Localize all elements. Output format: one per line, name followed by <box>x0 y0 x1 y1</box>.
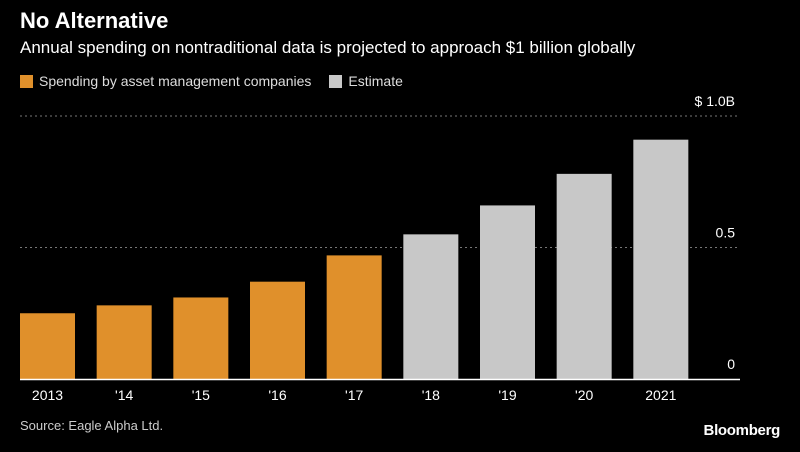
legend-item-estimate: Estimate <box>329 73 403 89</box>
x-tick-label-7: '20 <box>575 387 593 403</box>
x-tick-label-3: '16 <box>268 387 286 403</box>
bloomberg-logo: Bloomberg <box>703 422 781 439</box>
legend-swatch-estimate <box>329 74 343 88</box>
bar-5 <box>403 234 459 379</box>
chart-subtitle: Annual spending on nontraditional data i… <box>20 38 636 57</box>
legend-label-estimate: Estimate <box>348 73 403 89</box>
bar-4 <box>326 255 382 379</box>
x-tick-label-1: '14 <box>115 387 133 403</box>
source-note: Source: Eagle Alpha Ltd. <box>20 418 164 433</box>
legend: Spending by asset management companies E… <box>20 73 421 89</box>
x-tick-label-2: '15 <box>192 387 210 403</box>
x-tick-label-5: '18 <box>422 387 440 403</box>
bar-3 <box>250 281 305 379</box>
chart-title: No Alternative <box>20 8 169 33</box>
y-tick-label-2: $ 1.0B <box>695 93 735 109</box>
x-tick-label-8: 2021 <box>645 387 676 403</box>
y-tick-label-1: 0.5 <box>716 225 736 241</box>
bar-0 <box>20 313 75 379</box>
x-tick-label-6: '19 <box>498 387 516 403</box>
legend-item-actual: Spending by asset management companies <box>20 73 311 89</box>
bar-1 <box>96 305 152 379</box>
y-tick-label-0: 0 <box>727 356 735 372</box>
x-tick-label-0: 2013 <box>32 387 63 403</box>
bar-8 <box>633 139 689 379</box>
legend-swatch-actual <box>20 74 33 88</box>
x-tick-label-4: '17 <box>345 387 363 403</box>
bar-2 <box>173 297 229 379</box>
legend-label-actual: Spending by asset management companies <box>39 73 312 89</box>
bar-6 <box>480 205 535 379</box>
bar-7 <box>556 173 612 379</box>
